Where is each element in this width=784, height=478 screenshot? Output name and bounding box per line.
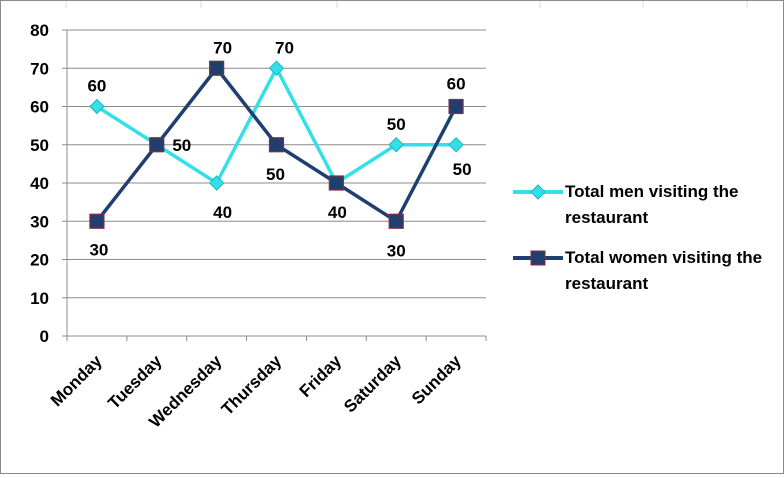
data-label-women: 50 [266,165,285,184]
data-point-men [89,98,105,115]
data-point-men [268,60,285,76]
data-label-women: 50 [172,136,191,155]
legend: Total men visiting the restaurant Total … [513,179,775,311]
x-tick-label: Tuesday [104,351,166,413]
data-point-women [448,98,464,115]
y-tick-label: 30 [30,212,49,231]
y-tick-label: 50 [30,136,49,155]
data-label-men: 60 [87,77,106,96]
legend-label-women: Total women visiting the restaurant [565,248,763,293]
y-tick-label: 70 [30,59,49,78]
x-tick-label: Sunday [408,351,465,408]
y-tick-label: 60 [30,98,49,117]
data-label-men: 70 [275,38,294,57]
y-tick-label: 20 [30,251,49,270]
legend-entry-men: Total men visiting the restaurant [513,179,775,231]
data-label-men: 50 [453,160,472,179]
data-label-women: 30 [89,240,108,259]
legend-label-men: Total men visiting the restaurant [565,182,739,227]
data-label-men: 50 [387,115,406,134]
x-tick-label: Thursday [218,351,286,419]
data-point-women [209,60,225,76]
marker-layer [89,60,464,229]
data-point-men [448,137,464,153]
data-label-women: 60 [447,75,466,94]
data-label-layer: 60 40 70 50 50 30 50 70 50 40 30 60 [87,38,471,260]
y-tick-label: 0 [40,327,49,346]
y-tick-label: 40 [30,174,49,193]
data-label-men: 40 [213,203,232,222]
data-label-women: 70 [213,38,232,57]
y-tick-label: 80 [30,21,49,40]
data-point-women [268,137,285,153]
sheet-gridlines [65,1,748,8]
data-point-men [208,175,225,191]
legend-entry-women: Total women visiting the restaurant [513,245,775,297]
x-tick-label: Friday [296,351,346,401]
data-point-men [388,137,404,153]
data-point-women [388,213,404,229]
data-point-women [89,213,105,229]
x-tick-label: Saturday [340,351,405,416]
y-tick-label: 10 [30,289,49,308]
data-label-women: 40 [328,203,347,222]
legend-swatch-men [513,184,563,200]
x-tick-label: Monday [47,351,106,410]
data-label-women: 30 [387,241,406,260]
data-point-women [328,175,344,191]
legend-swatch-women [513,250,563,266]
data-point-women [149,137,165,153]
